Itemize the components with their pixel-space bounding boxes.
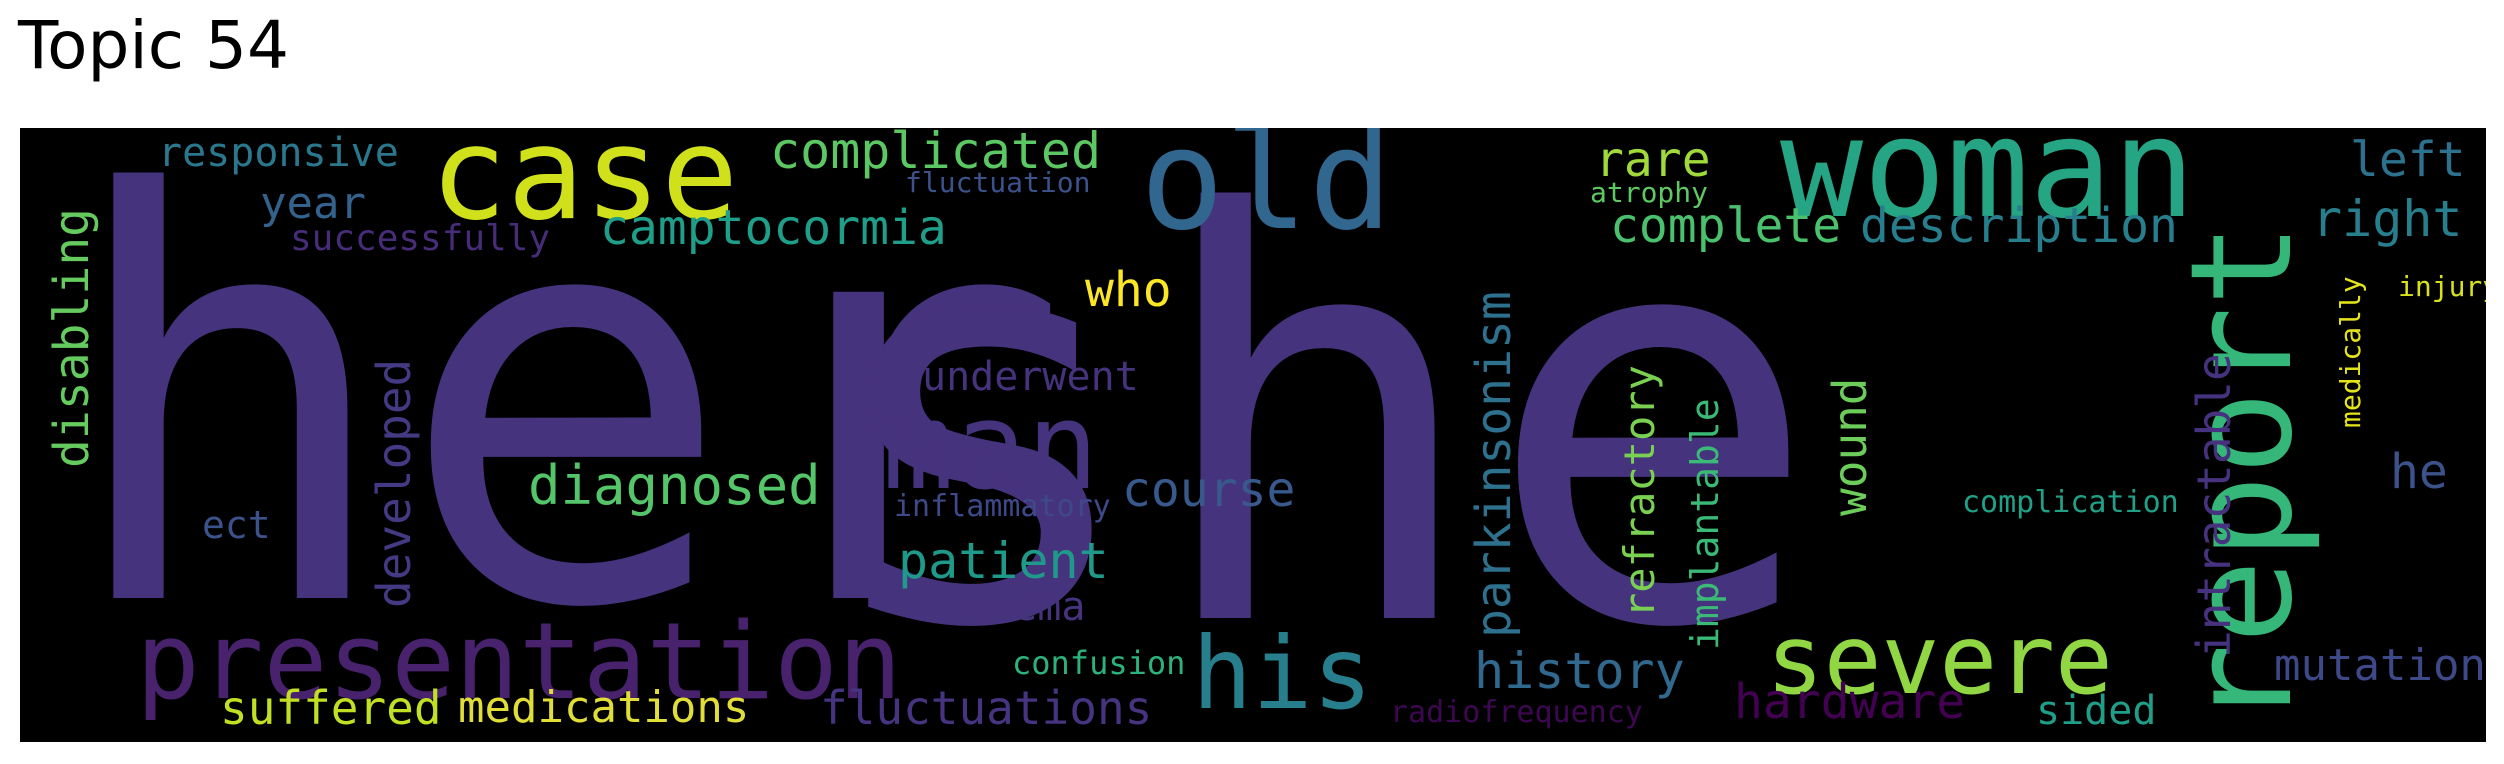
word-edema: edema [965, 584, 1085, 630]
word-inflammatory: inflammatory [894, 489, 1111, 524]
word-underwent: underwent [922, 354, 1139, 400]
word-he: he [2390, 444, 2448, 500]
word-suffered: suffered [220, 681, 442, 735]
word-responsive: responsive [158, 130, 399, 176]
word-developed: developed [367, 359, 421, 608]
word-fluctuation: fluctuation [905, 166, 1090, 199]
word-presentation: presentation [136, 600, 902, 723]
word-fluctuations: fluctuations [820, 681, 1152, 735]
word-sided: sided [2036, 688, 2156, 734]
word-ect: ect [202, 503, 271, 547]
word-patient: patient [898, 532, 1109, 590]
word-diagnosed: diagnosed [528, 454, 821, 517]
word-severe: severe [1766, 604, 2113, 716]
word-left: left [2350, 132, 2466, 188]
word-description: description [1860, 198, 2178, 254]
word-refractory: refractory [1615, 365, 1664, 618]
word-successfully: successfully [290, 218, 550, 259]
word-history: history [1474, 642, 1685, 700]
page-title: Topic 54 [18, 7, 289, 84]
word-disabling: disabling [44, 208, 100, 468]
word-his: his [1192, 615, 1373, 732]
word-report: report [2161, 222, 2324, 728]
word-complete: complete [1610, 198, 1841, 254]
word-rare: rare [1595, 132, 1711, 188]
word-who: who [1085, 262, 1172, 318]
word-complicated: complicated [770, 128, 1101, 180]
word-her: her [60, 128, 1071, 731]
word-confusion: confusion [1012, 644, 1185, 682]
word-parkinsonism: parkinsonism [1466, 291, 1522, 638]
word-hardware: hardware [1734, 674, 1965, 730]
word-radiofrequency: radiofrequency [1390, 695, 1643, 730]
word-intractable: intractable [2187, 353, 2241, 658]
word-case: case [430, 128, 738, 249]
word-man: man [882, 378, 1099, 517]
word-she: she [810, 128, 1821, 742]
word-wound: wound [1823, 378, 1877, 516]
word-camptocormia: camptocormia [600, 200, 947, 256]
word-old: old [1140, 128, 1393, 262]
word-complication: complication [1962, 485, 2179, 520]
word-year: year [260, 178, 366, 229]
word-implantable: implantable [1683, 398, 1727, 650]
word-course: course [1122, 462, 1295, 518]
word-cloud: her she woman case old report man presentation h… [20, 128, 2486, 742]
word-woman: woman [1780, 128, 2195, 249]
word-atrophy: atrophy [1590, 176, 1708, 209]
word-medically: medically [2334, 276, 2367, 428]
word-mutation: mutation [2274, 640, 2486, 691]
word-medications: medications [458, 682, 749, 733]
word-injury: injury [2398, 270, 2486, 303]
word-right: right [2312, 190, 2463, 248]
